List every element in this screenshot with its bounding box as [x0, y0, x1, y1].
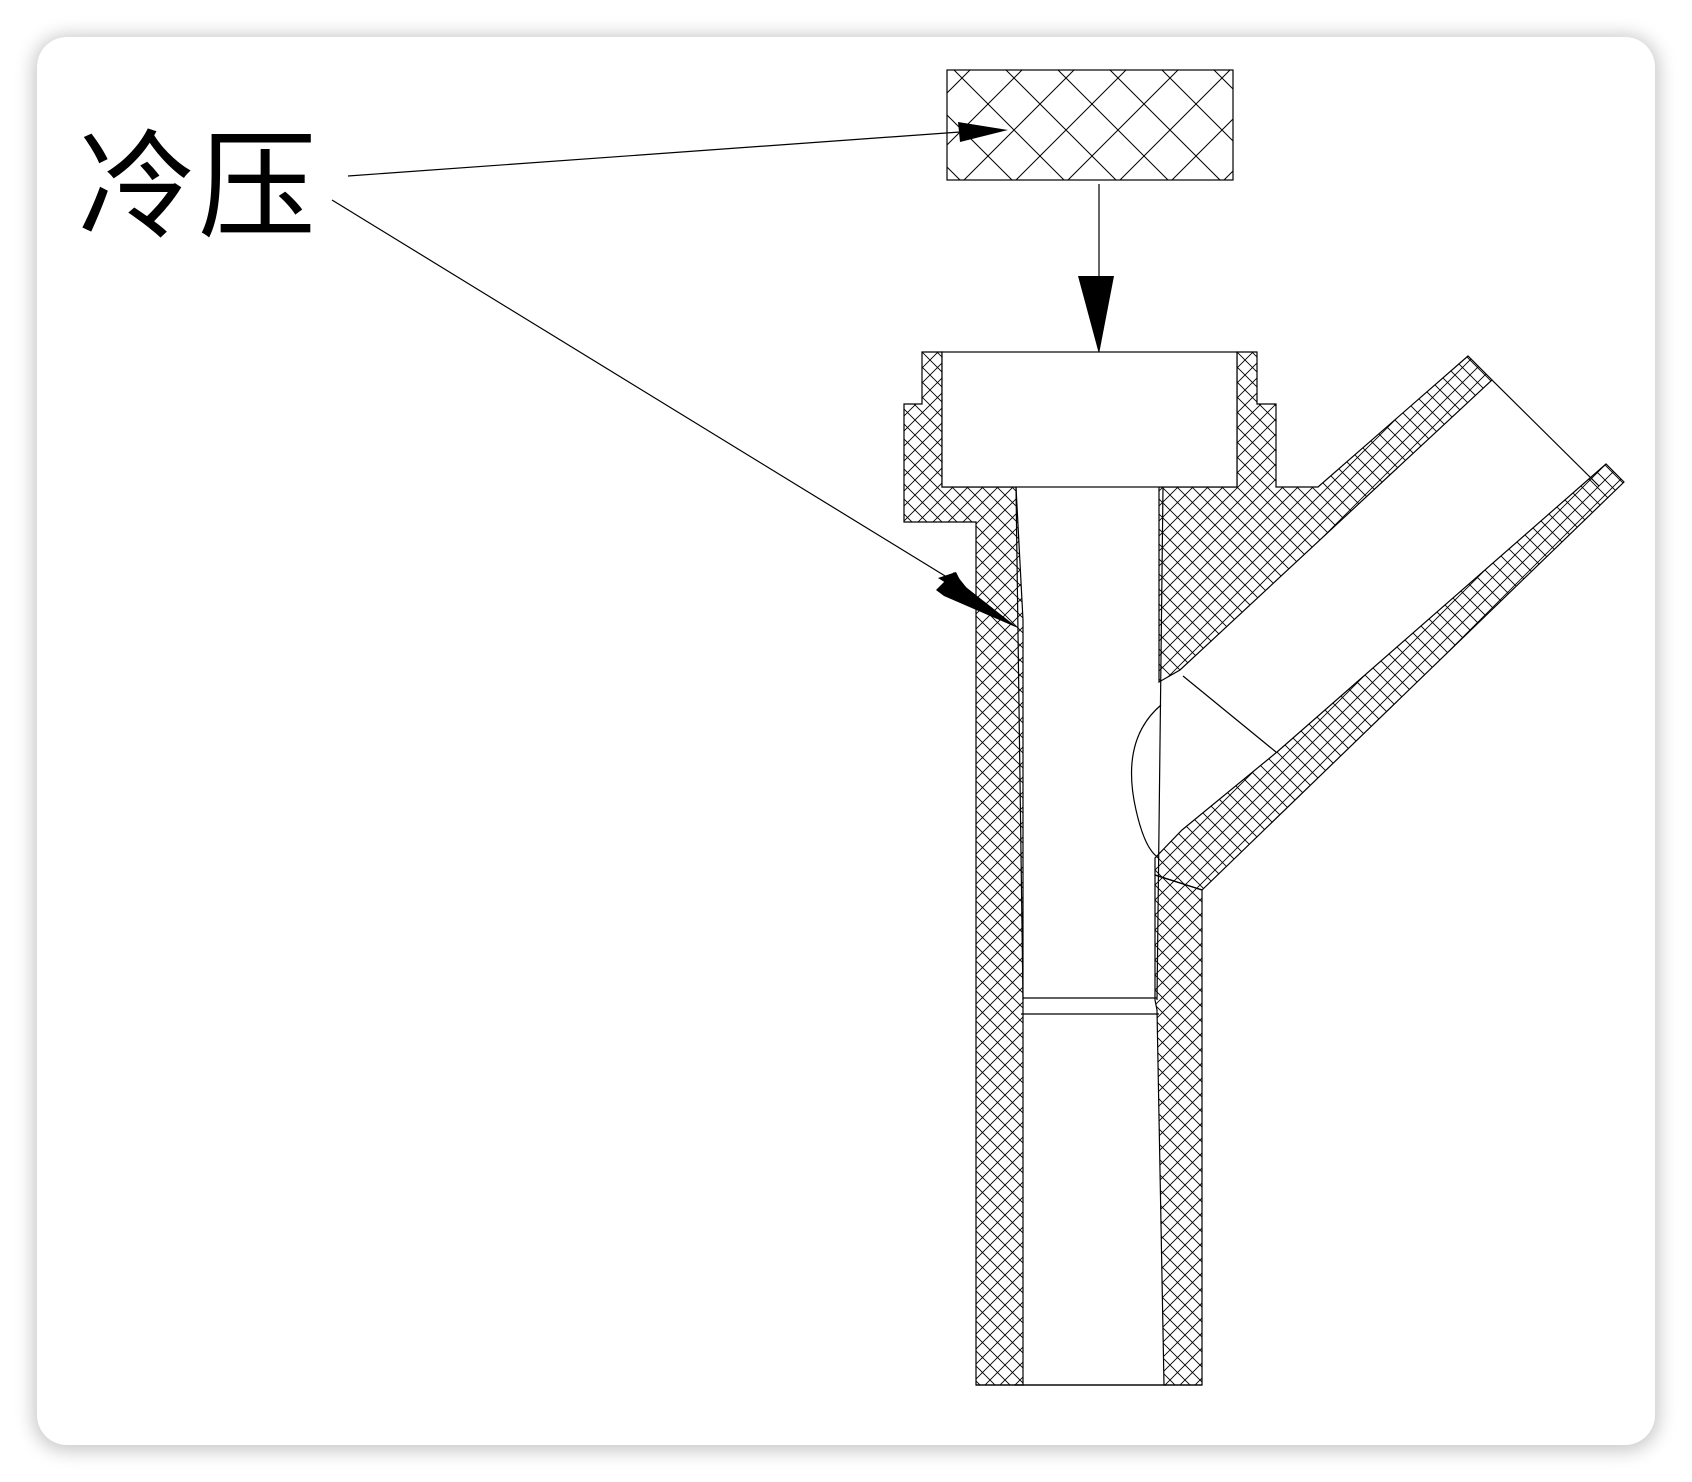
socket-cup [941, 351, 1238, 488]
leader-arrow-to-block [347, 122, 1008, 177]
right-wall-lower [1154, 874, 1203, 1386]
left-wall [903, 351, 1024, 1386]
press-block [946, 69, 1234, 181]
cold-press-label: 冷压 [78, 118, 319, 256]
pipe-fitting-body [903, 351, 1625, 1386]
figure-card [37, 37, 1655, 1445]
leader-arrow-to-pipe [331, 199, 1018, 628]
press-direction-arrow [1078, 184, 1114, 354]
